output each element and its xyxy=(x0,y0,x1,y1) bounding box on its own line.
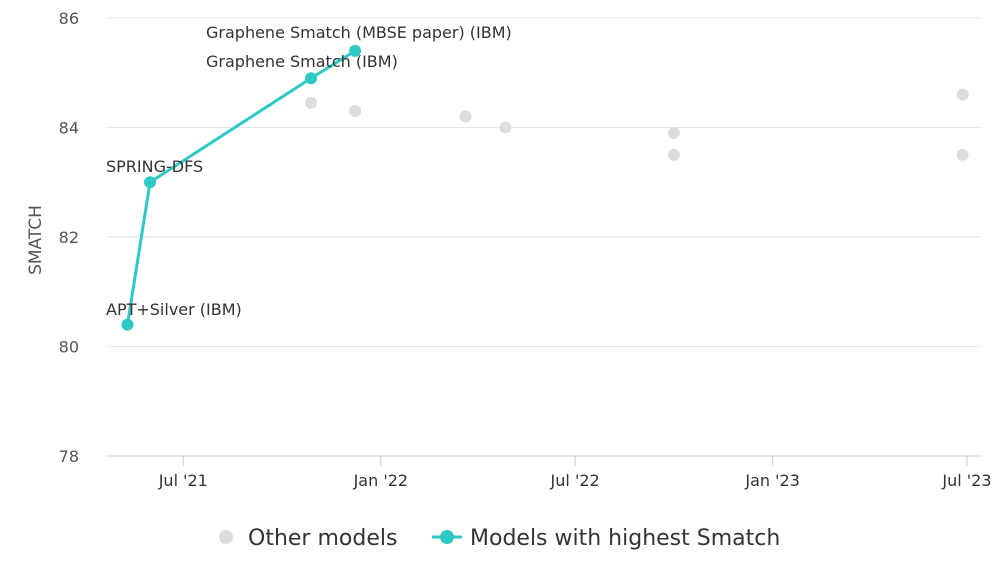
y-tick-label: 86 xyxy=(59,9,79,28)
legend-highest-label: Models with highest Smatch xyxy=(470,526,780,551)
grid-lines xyxy=(106,18,982,456)
legend-other-models-symbol xyxy=(219,530,233,544)
y-tick-label: 84 xyxy=(59,119,79,138)
other-model-point xyxy=(499,122,511,134)
highest-smatch-line xyxy=(127,51,355,325)
other-model-point xyxy=(668,149,680,161)
y-axis-title: SMATCH xyxy=(26,205,46,275)
x-tick-label: Jan '23 xyxy=(744,471,800,490)
point-label: SPRING-DFS xyxy=(106,157,203,176)
point-label: Graphene Smatch (MBSE paper) (IBM) xyxy=(206,23,512,42)
other-model-point xyxy=(957,149,969,161)
y-axis: 78 80 82 84 86 xyxy=(59,9,79,466)
point-label: Graphene Smatch (IBM) xyxy=(206,52,398,71)
highest-smatch-point xyxy=(144,176,156,188)
other-model-point xyxy=(460,111,472,123)
y-tick-label: 78 xyxy=(59,447,79,466)
x-tick-label: Jul '22 xyxy=(550,471,600,490)
legend: Other models Models with highest Smatch xyxy=(219,526,780,551)
y-tick-label: 80 xyxy=(59,338,79,357)
x-tick-label: Jul '21 xyxy=(158,471,208,490)
point-label: APT+Silver (IBM) xyxy=(106,300,242,319)
legend-other-models-label: Other models xyxy=(248,526,397,551)
other-model-point xyxy=(668,127,680,139)
other-model-point xyxy=(957,89,969,101)
point-labels: APT+Silver (IBM) SPRING-DFS Graphene Smatc… xyxy=(106,23,512,319)
highest-smatch-point xyxy=(305,72,317,84)
y-tick-label: 82 xyxy=(59,228,79,247)
other-model-point xyxy=(349,105,361,117)
chart-svg: 7880828486 Jul '21 Jan '22 Jul '22 Jan '23 J… xyxy=(0,0,997,583)
x-tick-label: Jul '23 xyxy=(941,471,991,490)
other-model-point xyxy=(305,97,317,109)
x-tick-label: Jan '22 xyxy=(353,471,409,490)
legend-highest-symbol xyxy=(440,530,454,544)
highest-smatch-point xyxy=(121,319,133,331)
plot-area xyxy=(121,45,968,331)
x-axis: Jul '21 Jan '22 Jul '22 Jan '23 Jul '23 xyxy=(158,456,992,490)
